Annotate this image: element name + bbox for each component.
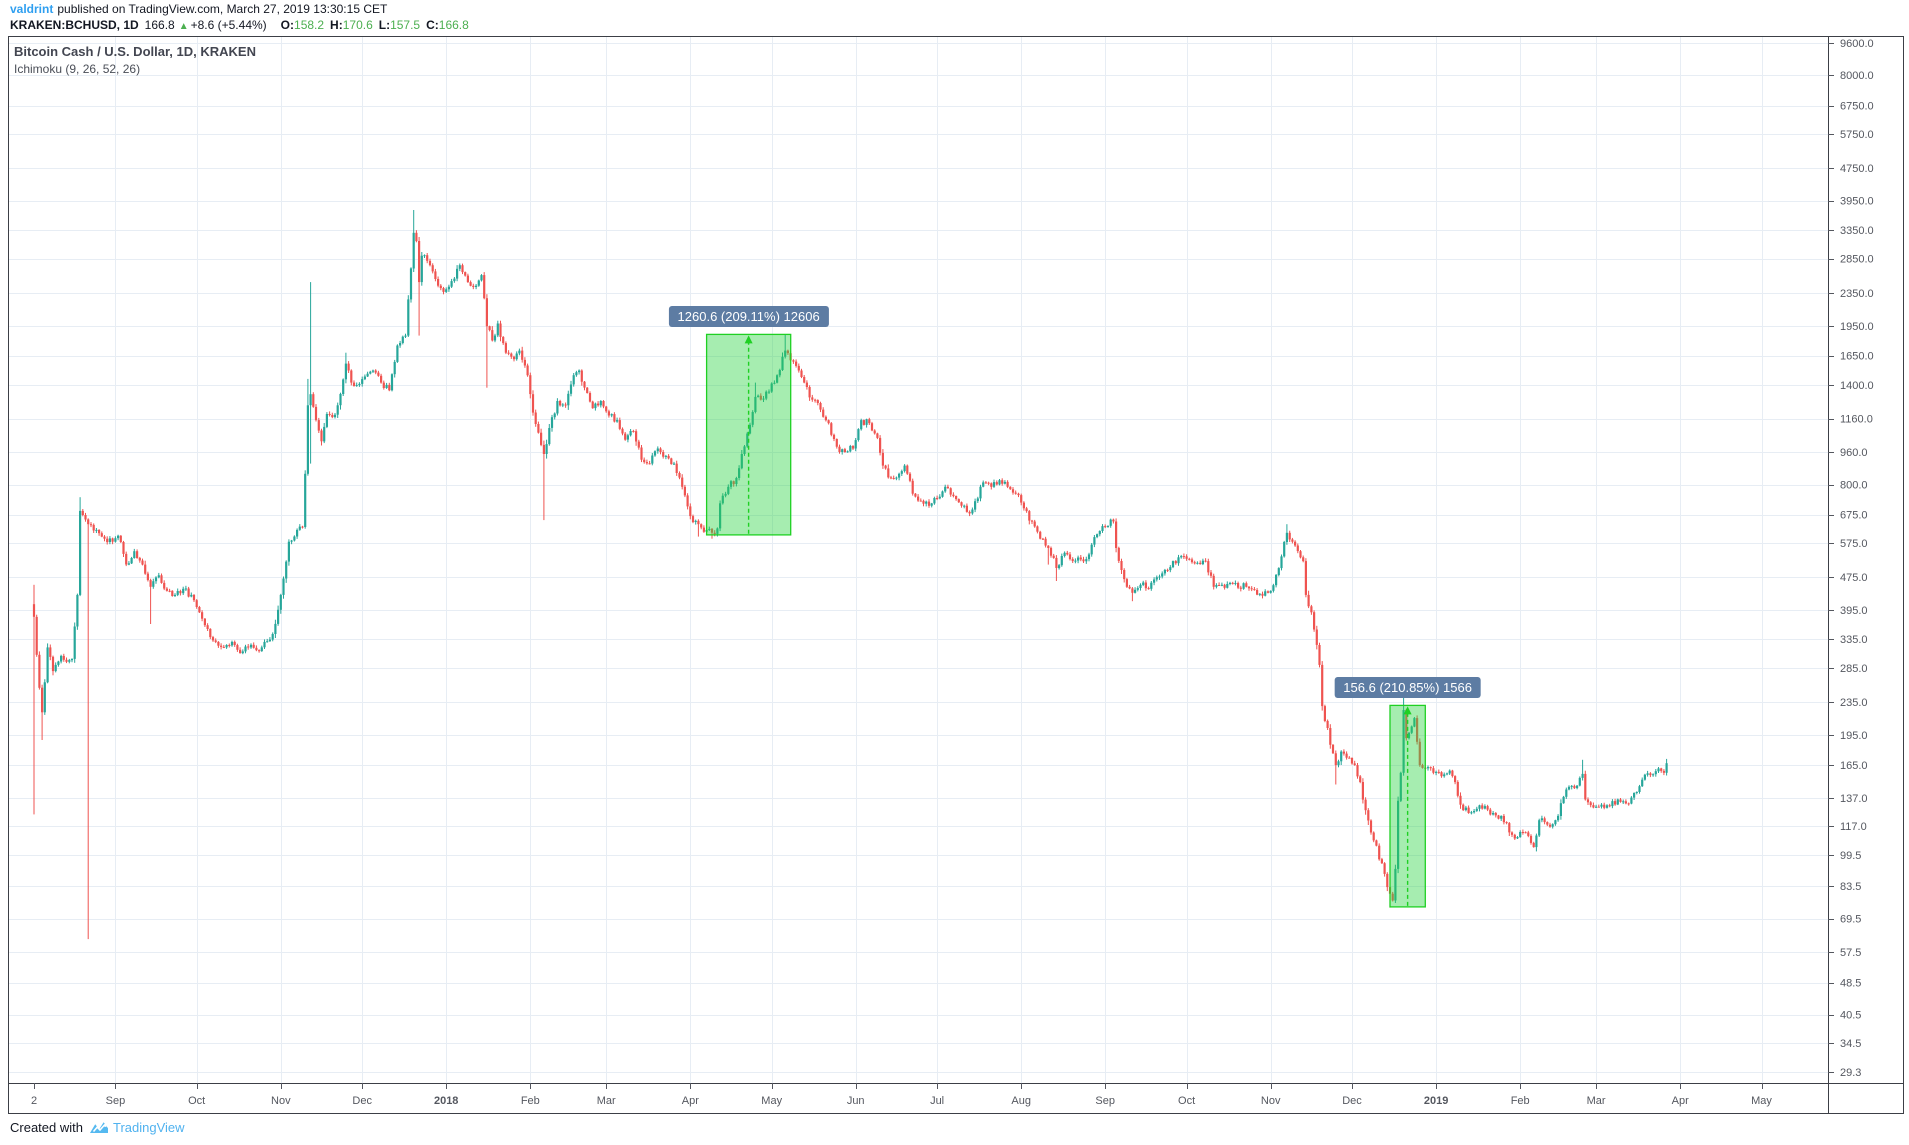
- svg-text:475.0: 475.0: [1840, 572, 1868, 584]
- svg-text:137.0: 137.0: [1840, 793, 1868, 805]
- svg-text:117.0: 117.0: [1840, 821, 1867, 833]
- svg-text:Feb: Feb: [521, 1095, 540, 1107]
- svg-text:395.0: 395.0: [1840, 605, 1868, 617]
- svg-text:Mar: Mar: [1587, 1095, 1606, 1107]
- svg-text:3350.0: 3350.0: [1840, 225, 1874, 237]
- last-price: 166.8: [144, 18, 175, 32]
- svg-text:Dec: Dec: [352, 1095, 372, 1107]
- svg-text:Oct: Oct: [1178, 1095, 1195, 1107]
- high-value: 170.6: [342, 18, 373, 32]
- chart-borders: [8, 36, 1904, 1114]
- svg-text:1950.0: 1950.0: [1840, 321, 1874, 333]
- measurement-label: 156.6 (210.85%) 1566: [1334, 677, 1481, 699]
- svg-text:29.3: 29.3: [1840, 1067, 1861, 1079]
- svg-text:2019: 2019: [1424, 1095, 1448, 1107]
- svg-text:235.0: 235.0: [1840, 697, 1868, 709]
- ticker-line: KRAKEN:BCHUSD, 1D 166.8 ▲ +8.6 (+5.44%) O:15…: [10, 17, 469, 35]
- svg-text:Apr: Apr: [682, 1095, 699, 1107]
- svg-text:6750.0: 6750.0: [1840, 100, 1874, 112]
- svg-text:May: May: [1751, 1095, 1772, 1107]
- tradingview-brand-link[interactable]: TradingView: [112, 1120, 185, 1135]
- svg-text:800.0: 800.0: [1840, 479, 1868, 491]
- published-text: published on TradingView.com, March 27, …: [57, 2, 388, 16]
- svg-text:Oct: Oct: [188, 1095, 205, 1107]
- header: valdrint published on TradingView.com, Ma…: [10, 2, 469, 35]
- open-value: 158.2: [294, 18, 325, 32]
- svg-text:285.0: 285.0: [1840, 663, 1868, 675]
- symbol-text: KRAKEN:BCHUSD, 1D: [10, 18, 139, 32]
- price-change: +8.6 (+5.44%): [190, 18, 267, 32]
- candles-series: [32, 210, 1668, 940]
- svg-text:960.0: 960.0: [1840, 447, 1868, 459]
- close-label: C:: [426, 18, 439, 32]
- svg-text:57.5: 57.5: [1840, 947, 1861, 959]
- svg-text:Apr: Apr: [1672, 1095, 1689, 1107]
- username-link[interactable]: valdrint: [10, 2, 54, 16]
- svg-text:3950.0: 3950.0: [1840, 196, 1874, 208]
- low-label: L:: [378, 18, 391, 32]
- footer: Created with TradingView: [10, 1120, 185, 1135]
- svg-text:Sep: Sep: [106, 1095, 126, 1107]
- svg-text:165.0: 165.0: [1840, 760, 1868, 772]
- svg-text:Jun: Jun: [847, 1095, 865, 1107]
- price-axis: 9600.0 8000.0 6750.0 5750.0 4750.0 3950.0 3350…: [1828, 38, 1874, 1079]
- measurement-boxes: [705, 333, 1426, 908]
- svg-text:9600.0: 9600.0: [1840, 38, 1874, 50]
- time-axis: 2 Sep Oct Nov Dec 2018 Feb Mar Apr May Jun Jul Aug Se…: [31, 1083, 1772, 1107]
- svg-text:69.5: 69.5: [1840, 914, 1861, 926]
- svg-text:5750.0: 5750.0: [1840, 129, 1874, 141]
- tradingview-logo-icon: [89, 1120, 109, 1135]
- publish-line: valdrint published on TradingView.com, Ma…: [10, 2, 469, 17]
- high-label: H:: [330, 18, 343, 32]
- close-value: 166.8: [438, 18, 469, 32]
- svg-text:1160.0: 1160.0: [1840, 413, 1873, 425]
- chart-title: Bitcoin Cash / U.S. Dollar, 1D, KRAKEN: [14, 44, 256, 59]
- svg-text:195.0: 195.0: [1840, 730, 1868, 742]
- svg-text:Feb: Feb: [1511, 1095, 1530, 1107]
- svg-text:1400.0: 1400.0: [1840, 380, 1874, 392]
- svg-text:40.5: 40.5: [1840, 1010, 1861, 1022]
- svg-text:4750.0: 4750.0: [1840, 163, 1874, 175]
- svg-text:575.0: 575.0: [1840, 538, 1868, 550]
- svg-text:675.0: 675.0: [1840, 510, 1868, 522]
- low-value: 157.5: [390, 18, 421, 32]
- svg-text:8000.0: 8000.0: [1840, 70, 1874, 82]
- svg-text:Dec: Dec: [1342, 1095, 1362, 1107]
- svg-text:Nov: Nov: [271, 1095, 291, 1107]
- plot-grid: [8, 36, 1828, 1083]
- svg-text:2: 2: [31, 1095, 37, 1107]
- svg-text:48.5: 48.5: [1840, 978, 1861, 990]
- svg-text:May: May: [761, 1095, 782, 1107]
- svg-text:Nov: Nov: [1261, 1095, 1281, 1107]
- svg-text:Sep: Sep: [1095, 1095, 1115, 1107]
- open-label: O:: [280, 18, 295, 32]
- svg-text:2018: 2018: [434, 1095, 458, 1107]
- chart-indicator-label: Ichimoku (9, 26, 52, 26): [14, 62, 141, 76]
- svg-text:83.5: 83.5: [1840, 881, 1861, 893]
- svg-text:34.5: 34.5: [1840, 1038, 1861, 1050]
- chart-legend: Bitcoin Cash / U.S. Dollar, 1D, KRAKEN I…: [14, 44, 256, 77]
- svg-text:2850.0: 2850.0: [1840, 254, 1874, 266]
- created-with-text: Created with: [10, 1120, 83, 1135]
- svg-text:Mar: Mar: [597, 1095, 616, 1107]
- svg-text:335.0: 335.0: [1840, 634, 1868, 646]
- svg-text:Jul: Jul: [930, 1095, 944, 1107]
- up-triangle-icon: ▲: [178, 21, 189, 32]
- measurement-label: 1260.6 (209.11%) 12606: [668, 306, 829, 328]
- svg-text:1650.0: 1650.0: [1840, 351, 1874, 363]
- svg-text:99.5: 99.5: [1840, 850, 1861, 862]
- svg-text:Aug: Aug: [1011, 1095, 1031, 1107]
- svg-text:2350.0: 2350.0: [1840, 288, 1874, 300]
